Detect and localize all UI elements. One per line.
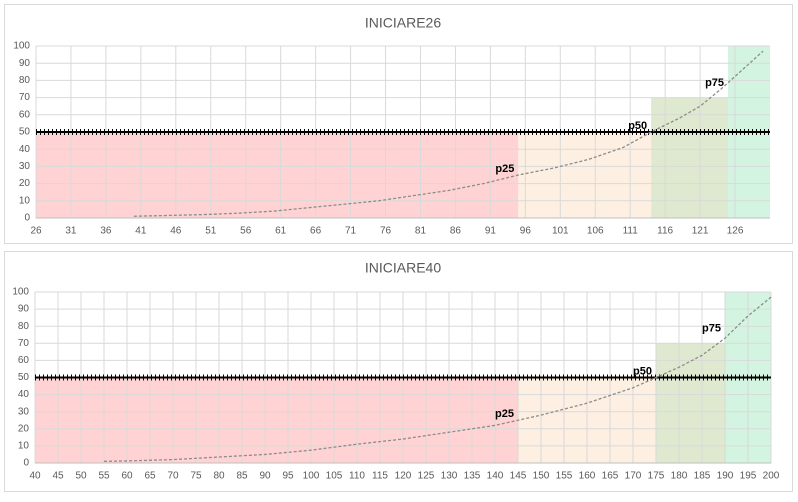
x-tick-label: 31 [65,226,77,237]
y-tick-label: 30 [18,406,30,417]
y-tick-label: 40 [19,144,31,155]
x-tick-label: 195 [740,471,757,482]
x-tick-label: 140 [487,471,504,482]
x-tick-label: 106 [587,226,604,237]
annotation: p50 [628,120,647,132]
x-tick-label: 116 [657,226,673,237]
x-tick-label: 126 [727,226,744,237]
x-tick-label: 165 [602,471,619,482]
x-tick-label: 175 [648,471,665,482]
x-tick-label: 96 [520,226,532,237]
x-tick-label: 86 [450,226,462,237]
annotation: p25 [495,408,514,420]
y-tick-label: 70 [18,338,30,349]
x-tick-label: 145 [510,471,527,482]
x-tick-label: 65 [144,471,156,482]
x-tick-label: 41 [135,226,147,237]
x-tick-label: 101 [552,226,569,237]
y-tick-label: 0 [23,458,29,469]
x-tick-label: 135 [464,471,481,482]
x-tick-label: 185 [694,471,711,482]
x-tick-label: 90 [259,471,271,482]
x-tick-label: 110 [349,471,365,482]
x-tick-label: 155 [556,471,573,482]
x-tick-label: 190 [717,471,734,482]
data-line [133,50,764,217]
annotation: p25 [495,163,514,175]
x-tick-label: 61 [275,226,287,237]
y-tick-label: 90 [18,304,30,315]
x-tick-label: 150 [533,471,550,482]
x-tick-label: 76 [380,226,392,237]
x-tick-label: 120 [395,471,412,482]
x-tick-label: 46 [170,226,182,237]
x-tick-label: 121 [692,226,709,237]
x-tick-label: 75 [190,471,202,482]
x-tick-label: 26 [30,226,42,237]
x-tick-label: 81 [415,226,427,237]
y-tick-label: 0 [24,213,30,224]
x-tick-label: 55 [98,471,110,482]
y-tick-label: 30 [19,161,31,172]
x-tick-label: 170 [625,471,642,482]
x-tick-label: 105 [326,471,343,482]
x-tick-label: 111 [623,226,639,237]
annotation: p50 [633,365,652,377]
y-tick-label: 20 [19,178,31,189]
x-tick-label: 115 [372,471,388,482]
y-tick-label: 50 [19,127,31,138]
annotation: p75 [702,323,721,335]
y-tick-label: 90 [19,58,31,69]
x-tick-label: 50 [75,471,87,482]
x-tick-label: 200 [763,471,780,482]
chart-title: INICIARE40 [365,260,441,276]
y-tick-label: 80 [18,321,30,332]
x-tick-label: 80 [213,471,225,482]
x-tick-label: 125 [418,471,435,482]
band [656,343,725,463]
x-tick-label: 66 [310,226,322,237]
y-tick-label: 10 [18,441,30,452]
x-tick-label: 56 [240,226,252,237]
data-line [103,296,772,462]
chart-title: INICIARE26 [365,15,441,31]
x-tick-label: 45 [52,471,64,482]
y-tick-label: 60 [19,109,31,120]
x-tick-label: 91 [485,226,497,237]
y-tick-label: 70 [19,92,31,103]
y-tick-label: 100 [13,41,30,52]
x-tick-label: 70 [167,471,179,482]
x-tick-label: 51 [205,226,217,237]
band [36,132,519,218]
y-tick-label: 10 [19,195,31,206]
x-tick-label: 40 [29,471,41,482]
x-tick-label: 60 [121,471,133,482]
x-tick-label: 95 [282,471,294,482]
y-tick-label: 100 [12,287,29,298]
y-tick-label: 80 [19,75,31,86]
x-tick-label: 85 [236,471,248,482]
y-tick-label: 40 [18,389,30,400]
band [651,97,729,218]
y-tick-label: 50 [18,372,30,383]
y-tick-label: 20 [18,423,30,434]
x-tick-label: 100 [303,471,320,482]
x-tick-label: 71 [345,226,357,237]
x-tick-label: 160 [579,471,596,482]
band [35,377,518,463]
y-tick-label: 60 [18,355,30,366]
annotation: p75 [705,77,724,89]
band [518,132,652,218]
x-tick-label: 180 [671,471,688,482]
x-tick-label: 130 [441,471,458,482]
x-tick-label: 36 [100,226,112,237]
